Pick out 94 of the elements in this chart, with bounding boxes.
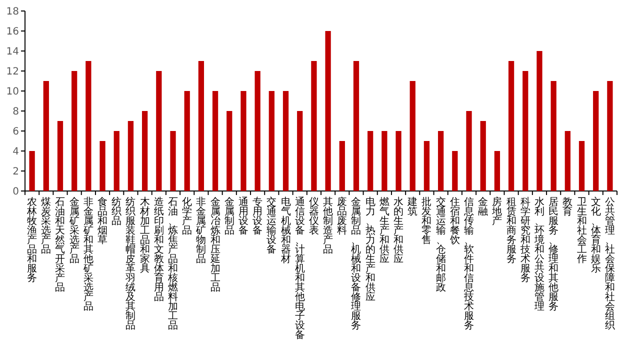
bar <box>212 91 218 191</box>
x-tick-label: 科学研究和技术服务 <box>520 197 530 284</box>
y-tick-label: 2 <box>12 166 19 178</box>
bar <box>466 111 472 191</box>
x-tick-label: 纺织服装鞋帽皮革羽绒及其制品 <box>126 197 136 332</box>
x-tick-label: 金属制品 <box>224 197 234 236</box>
y-tick-label: 6 <box>12 126 19 138</box>
x-tick-label: 交通运输设备 <box>266 197 277 256</box>
x-tick-label: 水利、环境和公共设施管理 <box>534 197 544 312</box>
bar <box>522 71 528 191</box>
bar <box>268 91 274 191</box>
bar <box>452 151 458 191</box>
bar <box>353 61 360 191</box>
x-tick-label: 居民服务、修理和其他服务 <box>548 197 559 312</box>
y-tick-label: 0 <box>12 186 19 198</box>
x-tick-label: 其他制造产品 <box>323 197 334 256</box>
x-tick-label: 石油、炼焦产品和核燃料加工品 <box>168 197 178 332</box>
bar <box>564 131 570 191</box>
bar <box>339 141 345 191</box>
bar <box>593 91 599 191</box>
bar <box>142 111 148 191</box>
y-tick-label: 8 <box>12 106 19 118</box>
x-tick-label: 金融 <box>478 197 488 218</box>
x-tick-label: 公共管理、社会保障和社会组织 <box>604 197 615 332</box>
x-tick-label: 造纸印刷和文教体育用品 <box>154 197 164 303</box>
x-tick-label: 仪器仪表 <box>308 197 319 236</box>
bar <box>494 151 500 191</box>
x-tick-label: 教育 <box>562 197 573 218</box>
x-tick-label: 交通运输、仓储和邮政 <box>436 197 446 294</box>
x-tick-label: 通信设备、计算机和其他电子设备 <box>294 197 305 341</box>
bar <box>480 121 486 191</box>
x-tick-label: 木材加工品和家具 <box>140 197 150 274</box>
bar <box>368 131 374 191</box>
bar <box>72 71 78 191</box>
x-tick-label: 石油和天然气开采产品 <box>55 197 66 294</box>
bar <box>508 61 514 191</box>
bar <box>170 131 176 191</box>
x-tick-label: 电力、热力的生产和供应 <box>365 197 376 303</box>
bar <box>43 81 49 191</box>
x-tick-label: 文化、体育和娱乐 <box>590 197 601 274</box>
bar <box>114 131 120 191</box>
y-tick-label: 18 <box>6 6 19 18</box>
bar <box>382 131 388 191</box>
bar <box>311 61 317 191</box>
bar <box>184 91 190 191</box>
bar <box>536 51 542 191</box>
y-tick-label: 14 <box>6 46 19 58</box>
x-tick-label: 农林牧渔产品和服务 <box>27 197 38 284</box>
x-tick-label: 信息传输、软件和信息技术服务 <box>464 197 474 332</box>
x-tick-label: 电气机械和器材 <box>280 197 291 265</box>
x-tick-label: 水的生产和供应 <box>394 197 404 265</box>
x-tick-label: 纺织品 <box>112 197 122 227</box>
x-tick-label: 金属冶炼和压延加工品 <box>210 197 220 294</box>
bar <box>325 31 331 191</box>
x-tick-label: 金属矿采选产品 <box>69 197 80 265</box>
bar <box>254 71 260 191</box>
x-tick-label: 非金属矿物制品 <box>196 197 206 265</box>
bar <box>607 81 613 191</box>
x-tick-label: 煤炭采选产品 <box>41 197 52 256</box>
x-tick-label: 通用设备 <box>238 197 248 236</box>
bar <box>100 141 106 191</box>
bar <box>550 81 556 191</box>
bar <box>57 121 64 191</box>
x-tick-label: 金属制品、机械和设备修理服务 <box>351 197 362 332</box>
bar <box>226 111 232 191</box>
bar <box>282 91 289 191</box>
bar <box>438 131 444 191</box>
y-tick-label: 12 <box>6 66 19 78</box>
x-tick-label: 租赁和商务服务 <box>506 197 516 265</box>
x-tick-label: 建筑 <box>408 197 418 218</box>
bar <box>86 61 92 191</box>
x-tick-label: 专用设备 <box>252 197 263 236</box>
x-tick-label: 住宿和餐饮 <box>450 197 460 246</box>
x-tick-label: 非金属矿和其他矿采选产品 <box>83 197 94 312</box>
x-tick-label: 卫生和社会工作 <box>576 197 587 265</box>
bar <box>156 71 162 191</box>
x-tick-label: 燃气生产和供应 <box>379 197 390 265</box>
bar <box>424 141 430 191</box>
bar <box>198 61 204 191</box>
bar <box>410 81 416 191</box>
bar <box>297 111 303 191</box>
x-tick-label: 房地产 <box>492 197 502 227</box>
bar <box>578 141 585 191</box>
bar <box>240 91 246 191</box>
x-tick-label: 废品废料 <box>337 197 348 236</box>
x-tick-label: 批发和零售 <box>422 197 432 246</box>
y-tick-label: 4 <box>12 146 19 158</box>
y-tick-label: 16 <box>6 26 19 38</box>
bar <box>396 131 402 191</box>
x-tick-label: 食品和烟草 <box>98 197 108 246</box>
x-tick-label: 化学产品 <box>182 197 192 236</box>
bar <box>128 121 134 191</box>
y-tick-label: 10 <box>6 86 19 98</box>
bar <box>29 151 35 191</box>
